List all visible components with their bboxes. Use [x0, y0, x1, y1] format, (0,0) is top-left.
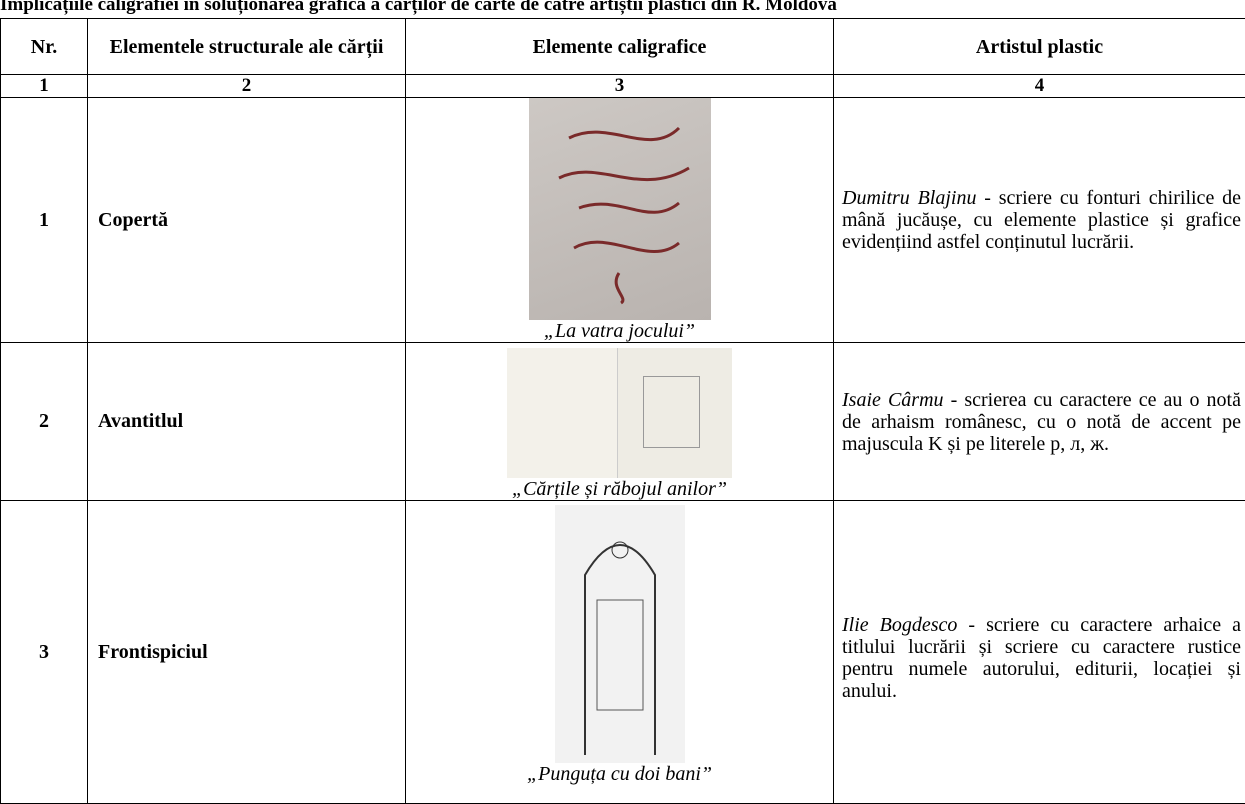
row-number: 2	[1, 343, 88, 501]
caption: „Punguța cu doi bani”	[406, 763, 833, 785]
column-number: 2	[88, 75, 406, 98]
row-number: 1	[1, 98, 88, 343]
column-header: Nr.	[1, 19, 88, 75]
row-number: 3	[1, 501, 88, 804]
table: Nr. Elementele structurale ale cărții El…	[0, 18, 1245, 804]
description: Ilie Bogdesco - scriere cu caractere arh…	[834, 501, 1245, 804]
column-number: 4	[834, 75, 1245, 98]
number-row: 1 2 3 4	[1, 75, 1245, 98]
image-cell: „La vatra jocului”	[406, 98, 834, 343]
element: Copertă	[88, 98, 406, 343]
row: 1 Copertă „La vatra jocului” Dumitru Bla…	[1, 98, 1245, 343]
element: Frontispiciul	[88, 501, 406, 804]
caption: „Cărțile și răbojul anilor”	[406, 478, 833, 500]
spread-image	[507, 348, 732, 478]
artist: Isaie Cârmu	[842, 389, 944, 411]
column-number: 1	[1, 75, 88, 98]
row: 2 Avantitlul „Cărțile și răbojul anilor”…	[1, 343, 1245, 501]
image-cell: „Cărțile și răbojul anilor”	[406, 343, 834, 501]
header-row: Nr. Elementele structurale ale cărții El…	[1, 19, 1245, 75]
frontispiece-drawing	[555, 505, 685, 763]
artist: Dumitru Blajinu	[842, 187, 976, 209]
column-header: Elementele structurale ale cărții	[88, 19, 406, 75]
cover-image	[529, 98, 711, 320]
column-header: Elemente caligrafice	[406, 19, 834, 75]
description: Dumitru Blajinu - scriere cu fonturi chi…	[834, 98, 1245, 343]
title: Implicațiile caligrafiei în soluționarea…	[0, 0, 1245, 16]
column-number: 3	[406, 75, 834, 98]
frontispiece-image	[555, 505, 685, 763]
description: Isaie Cârmu - scrierea cu caractere ce a…	[834, 343, 1245, 501]
column-header: Artistul plastic	[834, 19, 1245, 75]
artist: Ilie Bogdesco	[842, 614, 957, 636]
caption: „La vatra jocului”	[406, 320, 833, 342]
element: Avantitlul	[88, 343, 406, 501]
row: 3 Frontispiciul „Punguța cu doi bani” Il…	[1, 501, 1245, 804]
calligraphy-drawing	[529, 98, 711, 320]
image-cell: „Punguța cu doi bani”	[406, 501, 834, 804]
